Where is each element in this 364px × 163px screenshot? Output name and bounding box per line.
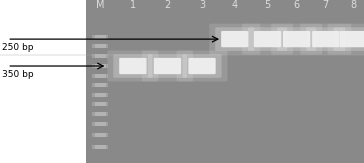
FancyBboxPatch shape <box>209 24 260 55</box>
Bar <box>92 102 108 106</box>
FancyBboxPatch shape <box>328 24 364 55</box>
Bar <box>95 35 106 39</box>
Text: 5: 5 <box>264 0 271 10</box>
FancyBboxPatch shape <box>312 31 340 47</box>
FancyBboxPatch shape <box>177 51 228 82</box>
Text: 7: 7 <box>323 0 329 10</box>
Bar <box>92 122 108 126</box>
FancyBboxPatch shape <box>340 31 364 47</box>
FancyBboxPatch shape <box>300 24 351 55</box>
FancyBboxPatch shape <box>189 58 216 74</box>
FancyBboxPatch shape <box>107 51 158 82</box>
Bar <box>95 102 106 106</box>
Text: 3: 3 <box>199 0 205 10</box>
FancyBboxPatch shape <box>333 27 364 51</box>
Bar <box>92 83 108 87</box>
Bar <box>86 0 364 163</box>
Bar <box>95 44 106 49</box>
Bar <box>95 133 106 137</box>
FancyBboxPatch shape <box>221 31 249 47</box>
FancyBboxPatch shape <box>277 27 316 51</box>
Bar <box>92 64 108 68</box>
Text: M: M <box>96 0 104 10</box>
Bar <box>0 0 86 163</box>
Bar <box>92 133 108 137</box>
Text: 2: 2 <box>164 0 171 10</box>
FancyBboxPatch shape <box>271 24 322 55</box>
FancyBboxPatch shape <box>254 31 281 47</box>
Bar <box>95 112 106 116</box>
FancyBboxPatch shape <box>154 58 181 74</box>
Bar <box>92 35 108 39</box>
FancyBboxPatch shape <box>119 58 147 74</box>
FancyBboxPatch shape <box>182 54 222 78</box>
Bar <box>92 112 108 116</box>
FancyBboxPatch shape <box>215 27 254 51</box>
FancyBboxPatch shape <box>283 31 310 47</box>
Bar <box>95 122 106 126</box>
Bar <box>95 92 106 96</box>
Text: 4: 4 <box>232 0 238 10</box>
Bar <box>95 83 106 87</box>
Text: 350 bp: 350 bp <box>2 70 33 79</box>
Bar <box>92 44 108 49</box>
Text: 8: 8 <box>350 0 356 10</box>
Bar <box>95 54 106 58</box>
FancyBboxPatch shape <box>113 54 153 78</box>
Bar <box>92 74 108 78</box>
Text: 6: 6 <box>294 0 300 10</box>
Text: 1: 1 <box>130 0 136 10</box>
Bar <box>92 54 108 58</box>
Text: 250 bp: 250 bp <box>2 43 33 52</box>
Bar <box>92 92 108 96</box>
Bar <box>95 74 106 78</box>
FancyBboxPatch shape <box>306 27 345 51</box>
FancyBboxPatch shape <box>148 54 187 78</box>
FancyBboxPatch shape <box>142 51 193 82</box>
Bar <box>95 64 106 68</box>
Bar <box>92 145 108 149</box>
FancyBboxPatch shape <box>248 27 287 51</box>
Bar <box>95 145 106 149</box>
FancyBboxPatch shape <box>242 24 293 55</box>
